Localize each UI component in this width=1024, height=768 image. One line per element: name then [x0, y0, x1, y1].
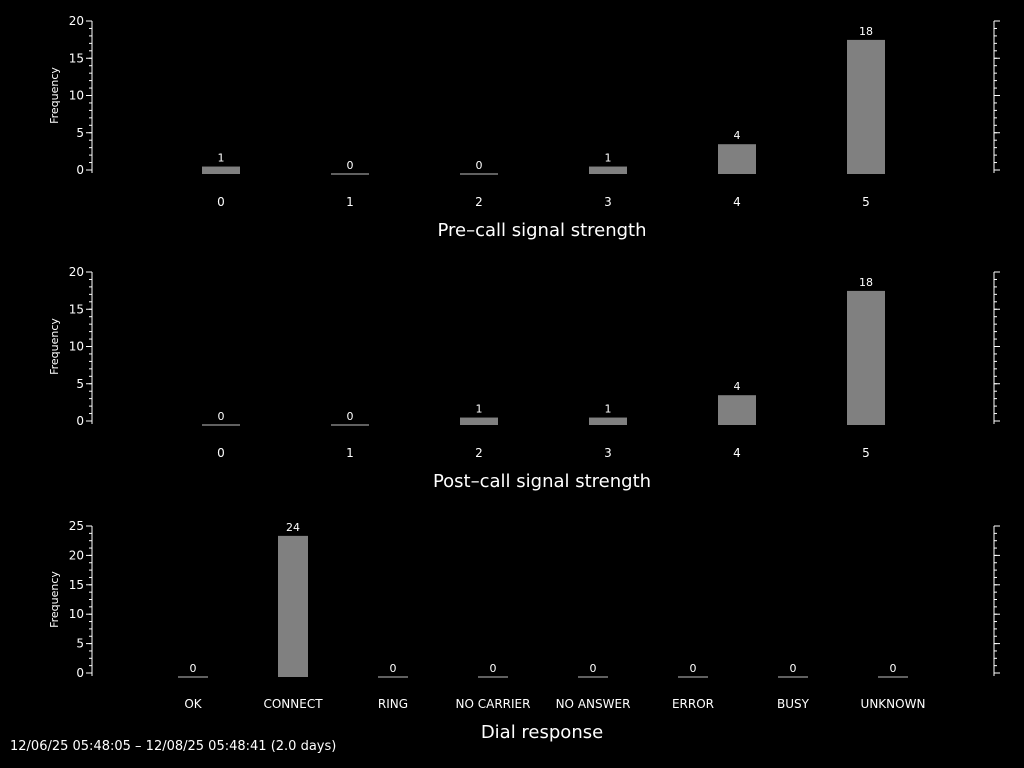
bar-value-label: 0 — [390, 662, 397, 675]
bar-value-label: 1 — [605, 152, 612, 165]
x-axis-title: Post–call signal strength — [433, 471, 651, 492]
y-tick-label: 0 — [76, 163, 84, 177]
bar-value-label: 4 — [734, 380, 741, 393]
x-tick-label: CONNECT — [263, 697, 323, 711]
x-tick-label: 4 — [733, 446, 741, 460]
bar-value-label: 0 — [218, 410, 225, 423]
x-tick-label: OK — [184, 697, 202, 711]
x-tick-label: NO ANSWER — [556, 697, 631, 711]
x-tick-label: 1 — [346, 446, 354, 460]
x-tick-label: 2 — [475, 446, 483, 460]
y-tick-label: 5 — [76, 126, 84, 140]
bar-value-label: 0 — [347, 410, 354, 423]
bar-value-label: 1 — [476, 403, 483, 416]
y-tick-label: 0 — [76, 414, 84, 428]
bar-value-label: 18 — [859, 25, 873, 38]
x-tick-label: ERROR — [672, 697, 714, 711]
bar-value-label: 0 — [490, 662, 497, 675]
bar — [718, 395, 756, 425]
y-tick-label: 10 — [69, 340, 84, 354]
time-range-footer: 12/06/25 05:48:05 – 12/08/25 05:48:41 (2… — [10, 739, 337, 754]
bar-value-label: 0 — [590, 662, 597, 675]
bar — [847, 290, 885, 425]
y-tick-label: 20 — [69, 548, 84, 562]
x-tick-label: BUSY — [777, 697, 810, 711]
bar — [589, 417, 627, 425]
bar — [847, 39, 885, 175]
y-tick-label: 5 — [76, 377, 84, 391]
bar — [718, 144, 756, 174]
bar-value-label: 0 — [190, 662, 197, 675]
x-tick-label: 1 — [346, 195, 354, 209]
bar — [460, 417, 498, 425]
x-tick-label: 3 — [604, 446, 612, 460]
bar — [589, 166, 627, 174]
x-tick-label: UNKNOWN — [861, 697, 926, 711]
bar — [278, 535, 308, 677]
bar-value-label: 1 — [218, 152, 225, 165]
y-tick-label: 20 — [69, 14, 84, 28]
y-tick-label: 5 — [76, 637, 84, 651]
y-tick-label: 20 — [69, 265, 84, 279]
bar — [202, 166, 240, 174]
bar-value-label: 0 — [347, 159, 354, 172]
x-tick-label: 0 — [217, 195, 225, 209]
x-tick-label: 4 — [733, 195, 741, 209]
x-tick-label: NO CARRIER — [456, 697, 531, 711]
y-tick-label: 15 — [69, 302, 84, 316]
bar-value-label: 0 — [476, 159, 483, 172]
bar-value-label: 0 — [690, 662, 697, 675]
x-axis-title: Dial response — [481, 722, 603, 743]
bar-value-label: 0 — [790, 662, 797, 675]
y-axis-title: Frequency — [48, 67, 61, 124]
x-tick-label: 5 — [862, 195, 870, 209]
x-tick-label: 2 — [475, 195, 483, 209]
x-tick-label: 5 — [862, 446, 870, 460]
bar-value-label: 0 — [890, 662, 897, 675]
y-tick-label: 0 — [76, 666, 84, 680]
x-tick-label: 3 — [604, 195, 612, 209]
bar-value-label: 18 — [859, 276, 873, 289]
y-axis-title: Frequency — [48, 571, 61, 628]
y-tick-label: 10 — [69, 89, 84, 103]
bar-value-label: 24 — [286, 521, 300, 534]
x-tick-label: 0 — [217, 446, 225, 460]
y-tick-label: 15 — [69, 578, 84, 592]
bar-value-label: 1 — [605, 403, 612, 416]
y-tick-label: 10 — [69, 607, 84, 621]
x-axis-title: Pre–call signal strength — [437, 220, 646, 241]
y-tick-label: 15 — [69, 51, 84, 65]
y-tick-label: 25 — [69, 519, 84, 533]
y-axis-title: Frequency — [48, 318, 61, 375]
bar-value-label: 4 — [734, 129, 741, 142]
x-tick-label: RING — [378, 697, 408, 711]
